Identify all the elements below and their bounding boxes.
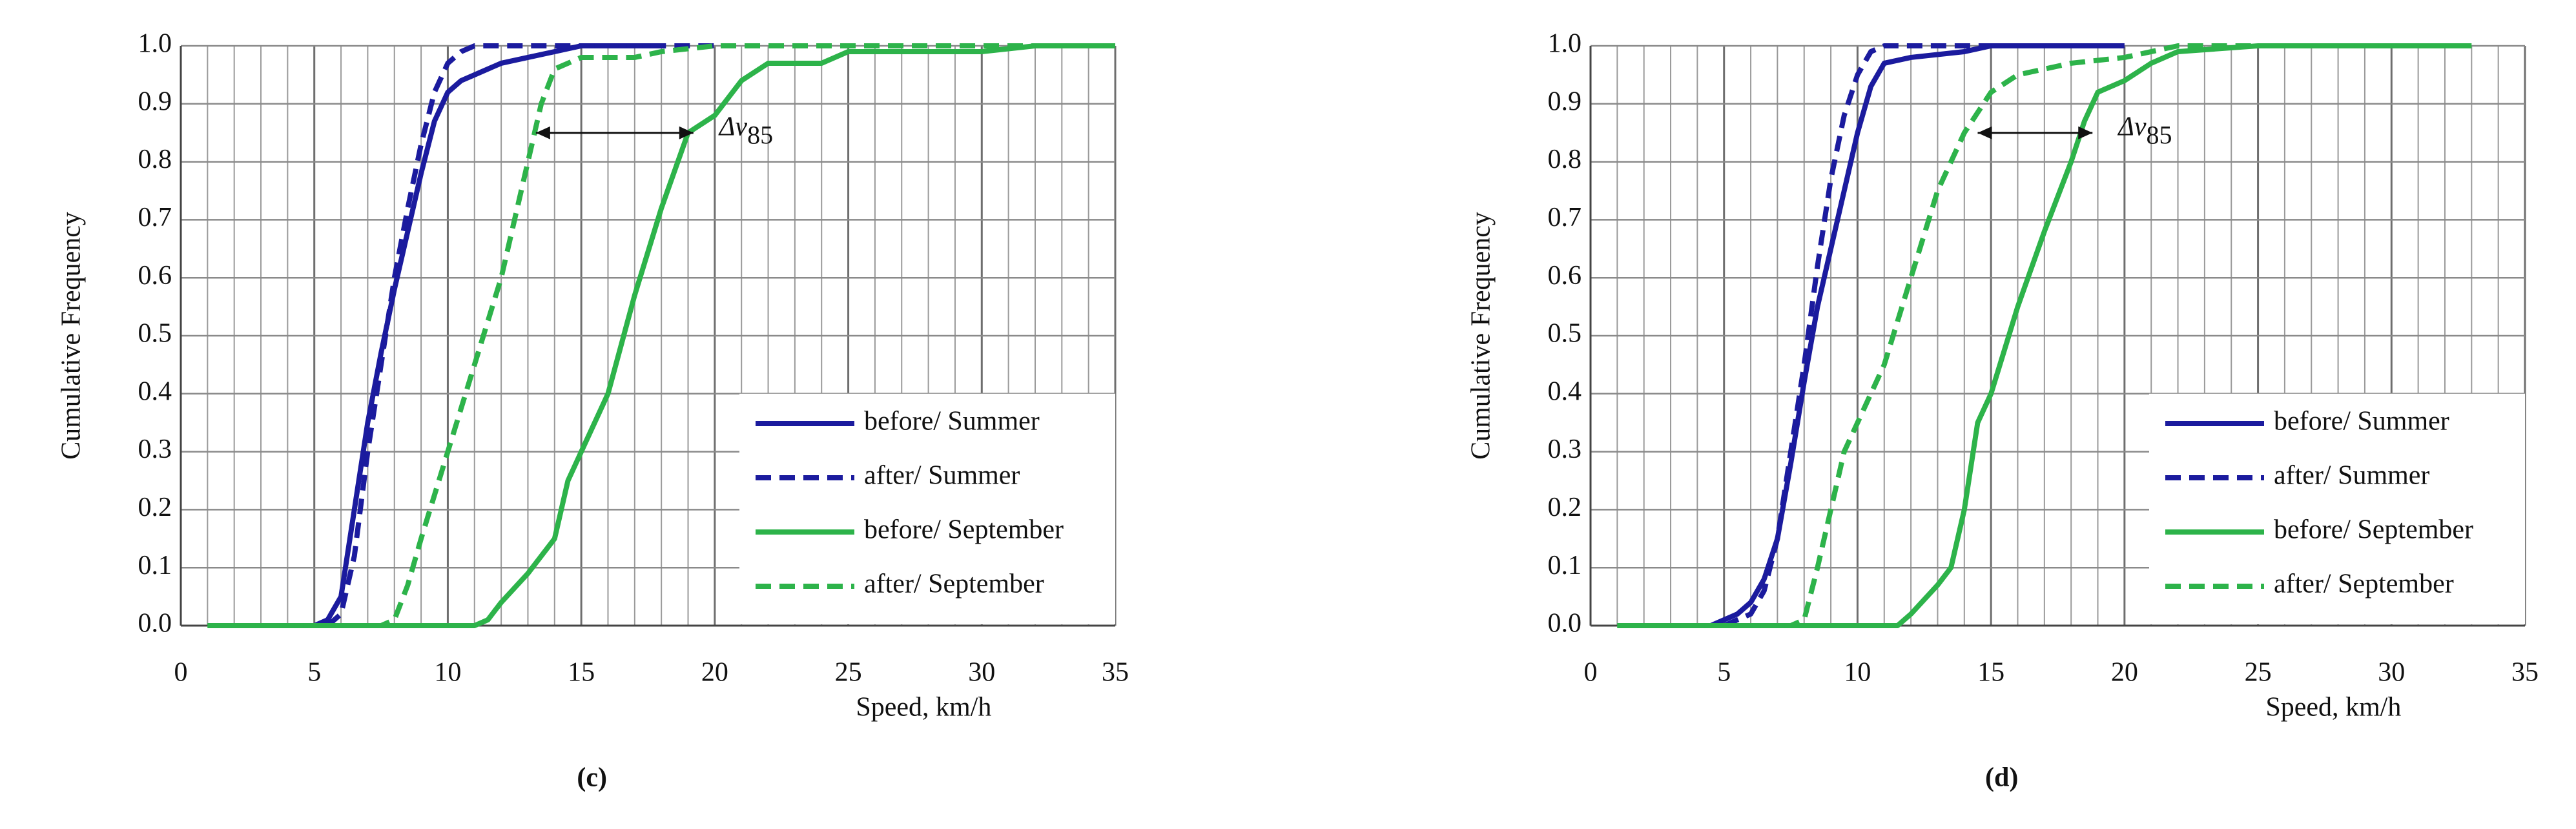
series-line <box>1723 43 1992 628</box>
y-tick-label: 0.0 <box>1548 609 1582 639</box>
chart-panel: 0.0 0.1 0.2 0.3 0.4 0.5 0.6 0.7 0.8 0.9 1.0 0 5 10 15 2… <box>57 29 1129 793</box>
y-tick-label: 0.8 <box>138 145 172 174</box>
y-tick-label: 0.0 <box>138 609 172 639</box>
x-tick-label: 35 <box>1102 658 1129 688</box>
legend-label: before/ Summer <box>2274 407 2449 436</box>
x-tick-label: 25 <box>835 658 862 688</box>
legend-label: before/ September <box>864 515 1064 545</box>
x-axis-label: Speed, km/h <box>2265 693 2401 722</box>
legend-label: before/ September <box>2274 515 2473 545</box>
legend-label: before/ Summer <box>864 407 1040 436</box>
x-tick-label: 10 <box>1844 658 1871 688</box>
x-tick-label: 30 <box>968 658 995 688</box>
y-tick-label: 0.2 <box>1548 493 1582 522</box>
y-tick-label: 0.1 <box>1548 551 1582 580</box>
panel-label: (d) <box>1985 763 2018 793</box>
y-tick-label: 1.0 <box>138 29 172 59</box>
x-tick-label: 0 <box>174 658 188 688</box>
y-tick-label: 0.3 <box>138 435 172 464</box>
series-line <box>325 43 715 628</box>
annotation-subscript: 85 <box>2147 121 2172 150</box>
annotation: Δv85 <box>718 112 773 150</box>
y-tick-label: 0.2 <box>138 493 172 522</box>
annotation-subscript: 85 <box>747 121 773 150</box>
x-tick-label: 0 <box>1584 658 1598 688</box>
annotation-text: Δv <box>718 112 748 141</box>
y-tick-label: 0.4 <box>1548 376 1582 406</box>
y-tick-label: 0.1 <box>138 551 172 580</box>
x-tick-label: 5 <box>307 658 321 688</box>
series-line <box>313 43 662 628</box>
series-line <box>207 43 1115 628</box>
panel-label: (c) <box>577 763 607 793</box>
y-tick-label: 1.0 <box>1548 29 1582 59</box>
series-line <box>207 43 1115 628</box>
y-axis-label: Cumulative Frequency <box>57 212 87 460</box>
x-axis-label: Speed, km/h <box>856 693 991 722</box>
legend-label: after/ Summer <box>2274 461 2429 491</box>
arrow-head <box>2078 126 2093 139</box>
x-tick-label: 25 <box>2245 658 2272 688</box>
y-axis-label: Cumulative Frequency <box>1467 212 1496 460</box>
chart-panel: 0.0 0.1 0.2 0.3 0.4 0.5 0.6 0.7 0.8 0.9 1.0 0 5 10 15 2… <box>1467 29 2539 793</box>
y-tick-label: 0.3 <box>1548 435 1582 464</box>
arrow-head <box>1977 126 1992 139</box>
y-tick-label: 0.7 <box>138 203 172 232</box>
arrow-head <box>535 126 550 139</box>
x-tick-label: 5 <box>1717 658 1731 688</box>
y-tick-label: 0.6 <box>138 261 172 291</box>
x-tick-label: 35 <box>2511 658 2539 688</box>
x-tick-label: 20 <box>701 658 728 688</box>
annotation: Δv85 <box>2117 112 2172 150</box>
y-tick-label: 0.4 <box>138 376 172 406</box>
series-line <box>1709 43 2125 628</box>
y-tick-label: 0.9 <box>1548 87 1582 116</box>
legend-box <box>739 393 1115 624</box>
legend-label: after/ Summer <box>864 461 1020 491</box>
x-tick-label: 30 <box>2378 658 2405 688</box>
y-tick-label: 0.9 <box>138 87 172 116</box>
y-tick-label: 0.5 <box>1548 319 1582 349</box>
x-tick-label: 10 <box>434 658 461 688</box>
arrow-head <box>679 126 694 139</box>
x-tick-label: 15 <box>1977 658 2004 688</box>
y-tick-label: 0.6 <box>1548 261 1582 291</box>
x-tick-label: 20 <box>2111 658 2138 688</box>
series-line <box>1617 43 2472 628</box>
y-tick-label: 0.5 <box>138 319 172 349</box>
series-line <box>1617 43 2392 628</box>
legend-label: after/ September <box>864 569 1044 599</box>
annotation-text: Δv <box>2117 112 2147 141</box>
legend-label: after/ September <box>2274 569 2454 599</box>
x-tick-label: 15 <box>568 658 595 688</box>
y-tick-label: 0.7 <box>1548 203 1582 232</box>
legend-box <box>2149 393 2525 624</box>
y-tick-label: 0.8 <box>1548 145 1582 174</box>
